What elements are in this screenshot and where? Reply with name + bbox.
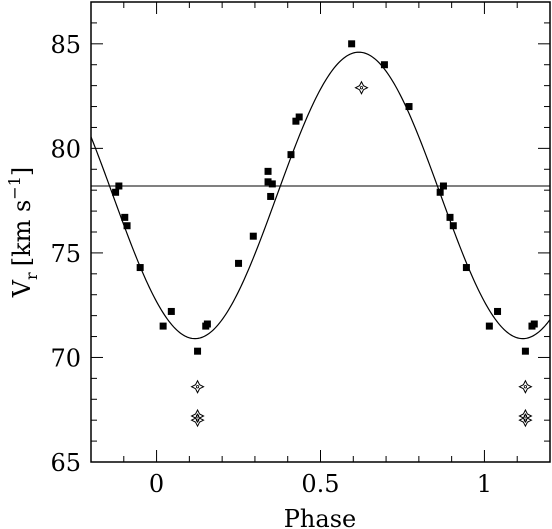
data-point-square xyxy=(521,347,529,355)
data-point-square xyxy=(249,232,257,240)
data-point-square xyxy=(530,320,538,328)
data-point-star-center xyxy=(523,418,528,422)
data-point-star xyxy=(518,379,533,394)
y-axis-label-exp: −1 xyxy=(5,176,24,200)
axis-tick-labels: 0 0.5 1 65 70 75 80 85 xyxy=(50,31,492,498)
data-point-square xyxy=(203,320,211,328)
data-point-star xyxy=(190,413,205,428)
data-point-square xyxy=(292,117,300,125)
data-point-square xyxy=(112,188,120,196)
data-points xyxy=(112,40,538,428)
data-point-square xyxy=(485,322,493,330)
data-point-square xyxy=(348,40,356,48)
y-axis-label-close: ] xyxy=(8,167,36,176)
data-point-star-center xyxy=(523,385,528,389)
x-tick-label: 1 xyxy=(477,470,492,498)
data-point-square xyxy=(115,182,123,190)
data-point-square xyxy=(295,113,303,121)
data-point-square xyxy=(121,213,129,221)
y-axis-label-main: V xyxy=(8,279,36,298)
y-tick-label: 75 xyxy=(50,240,81,268)
data-point-square xyxy=(287,151,295,159)
data-point-square xyxy=(123,222,131,230)
data-point-square xyxy=(264,167,272,175)
orbit-fit-curve xyxy=(91,51,550,340)
data-point-star xyxy=(190,408,205,424)
y-tick-label: 85 xyxy=(50,31,81,59)
x-axis-label: Phase xyxy=(284,505,356,529)
data-point-square xyxy=(449,222,457,230)
data-point-square xyxy=(462,264,470,272)
data-point-square xyxy=(159,322,167,330)
y-tick-label: 80 xyxy=(50,135,81,163)
axis-ticks xyxy=(90,1,551,463)
data-point-star xyxy=(518,408,533,424)
y-axis-label-sub: r xyxy=(22,272,41,280)
data-point-square xyxy=(439,182,447,190)
data-point-square xyxy=(380,61,388,69)
data-point-square xyxy=(446,213,454,221)
data-point-star xyxy=(354,80,369,95)
data-point-square xyxy=(494,307,502,315)
data-point-square xyxy=(264,178,272,186)
data-point-square xyxy=(136,264,144,272)
data-point-square xyxy=(235,259,243,267)
data-point-square xyxy=(267,192,275,200)
data-point-star-center xyxy=(195,418,200,422)
data-point-square xyxy=(405,103,413,111)
x-tick-label: 0.5 xyxy=(301,470,339,498)
y-tick-label: 70 xyxy=(50,344,81,372)
data-point-square xyxy=(436,188,444,196)
data-point-square xyxy=(194,347,202,355)
data-point-square xyxy=(268,180,276,188)
y-axis-label-units: [km s xyxy=(8,200,36,267)
data-point-star xyxy=(518,413,533,428)
data-point-square xyxy=(167,307,175,315)
data-point-star-center xyxy=(195,385,200,389)
y-tick-label: 65 xyxy=(50,449,81,477)
data-point-star xyxy=(190,379,205,394)
plot-frame xyxy=(90,1,551,463)
y-axis-label: Vr [km s−1] xyxy=(5,167,41,299)
x-tick-label: 0 xyxy=(149,470,164,498)
data-point-star-center xyxy=(359,86,364,90)
